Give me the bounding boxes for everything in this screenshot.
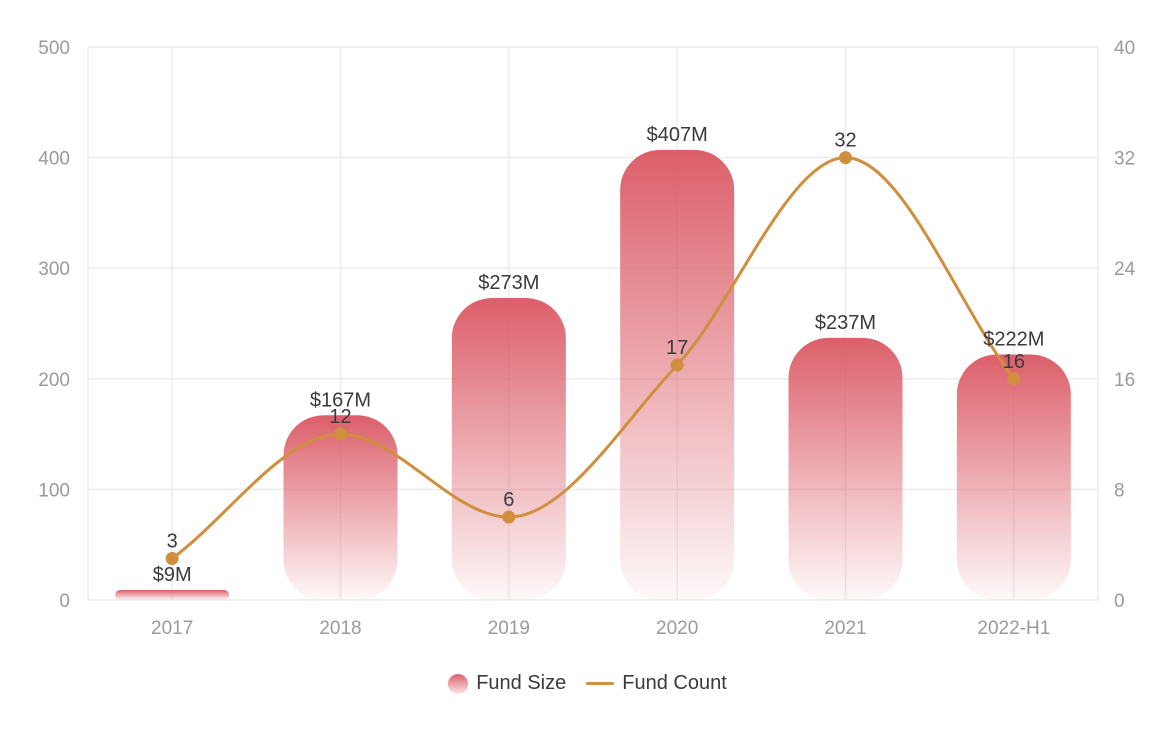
y-left-tick-label: 400: [38, 149, 70, 170]
bar-data-label: $273M: [478, 272, 539, 294]
line-data-label: 6: [503, 489, 514, 511]
y-right-tick-label: 16: [1114, 370, 1135, 391]
y-left-tick-label: 200: [38, 370, 70, 391]
y-right-tick-label: 24: [1114, 259, 1136, 280]
x-tick-label: 2017: [151, 618, 193, 639]
bar: [956, 354, 1071, 600]
y-left-tick-label: 100: [38, 480, 70, 501]
legend-label-fund-count: Fund Count: [622, 672, 727, 694]
bar: [620, 149, 735, 600]
fund-count-point: [670, 358, 684, 372]
bar: [283, 415, 398, 600]
y-right-tick-label: 0: [1114, 591, 1125, 612]
y-left-tick-label: 0: [59, 591, 70, 612]
legend-item-fund-size[interactable]: Fund Size: [448, 672, 566, 695]
bar-data-label: $222M: [983, 328, 1044, 350]
line-layer: [165, 151, 1021, 566]
bar: [451, 298, 566, 600]
x-tick-label: 2018: [319, 618, 361, 639]
fund-count-point: [1007, 372, 1021, 386]
grid-layer: 0 100 200 300 400 500 0 8 16 24 32 40 2017 2018 2019 20…: [38, 38, 1135, 639]
bar: [788, 337, 903, 600]
line-data-label: 17: [666, 337, 688, 359]
fund-count-swatch-icon: [586, 682, 615, 685]
x-tick-label: 2019: [488, 618, 530, 639]
bar: [115, 590, 230, 600]
fund-count-point: [165, 552, 179, 566]
fund-count-point: [839, 151, 852, 165]
x-tick-label: 2022-H1: [977, 618, 1050, 639]
x-tick-label: 2021: [824, 618, 866, 639]
line-data-label: 32: [834, 130, 856, 152]
x-tick-label: 2020: [656, 618, 698, 639]
bar-data-label: $237M: [815, 312, 876, 334]
bar-data-label: $167M: [310, 389, 371, 411]
line-data-label: 3: [167, 531, 178, 553]
bar-data-label: $9M: [153, 564, 192, 586]
legend-item-fund-count[interactable]: Fund Count: [586, 672, 727, 695]
y-right-tick-label: 32: [1114, 149, 1135, 170]
label-layer: $9M $167M $273M $407M $237M $222M 3 12 6 17 32 16: [153, 124, 1045, 586]
y-left-tick-label: 300: [38, 259, 70, 280]
line-data-label: 12: [329, 406, 351, 428]
legend: Fund Size Fund Count: [0, 672, 1175, 695]
line-data-label: 16: [1003, 351, 1025, 373]
chart-canvas: 0 100 200 300 400 500 0 8 16 24 32 40 2017 2018 2019 20…: [38, 38, 1135, 639]
legend-label-fund-size: Fund Size: [476, 672, 567, 694]
fund-size-swatch-icon: [448, 673, 469, 694]
fund-count-point: [334, 427, 347, 441]
y-right-tick-label: 40: [1114, 38, 1135, 59]
bar-layer: [115, 149, 1071, 600]
bar-data-label: $407M: [647, 124, 708, 146]
y-left-tick-label: 500: [38, 38, 70, 59]
y-right-tick-label: 8: [1114, 480, 1125, 501]
fund-count-point: [502, 510, 516, 524]
fund-count-line: [171, 156, 1016, 560]
